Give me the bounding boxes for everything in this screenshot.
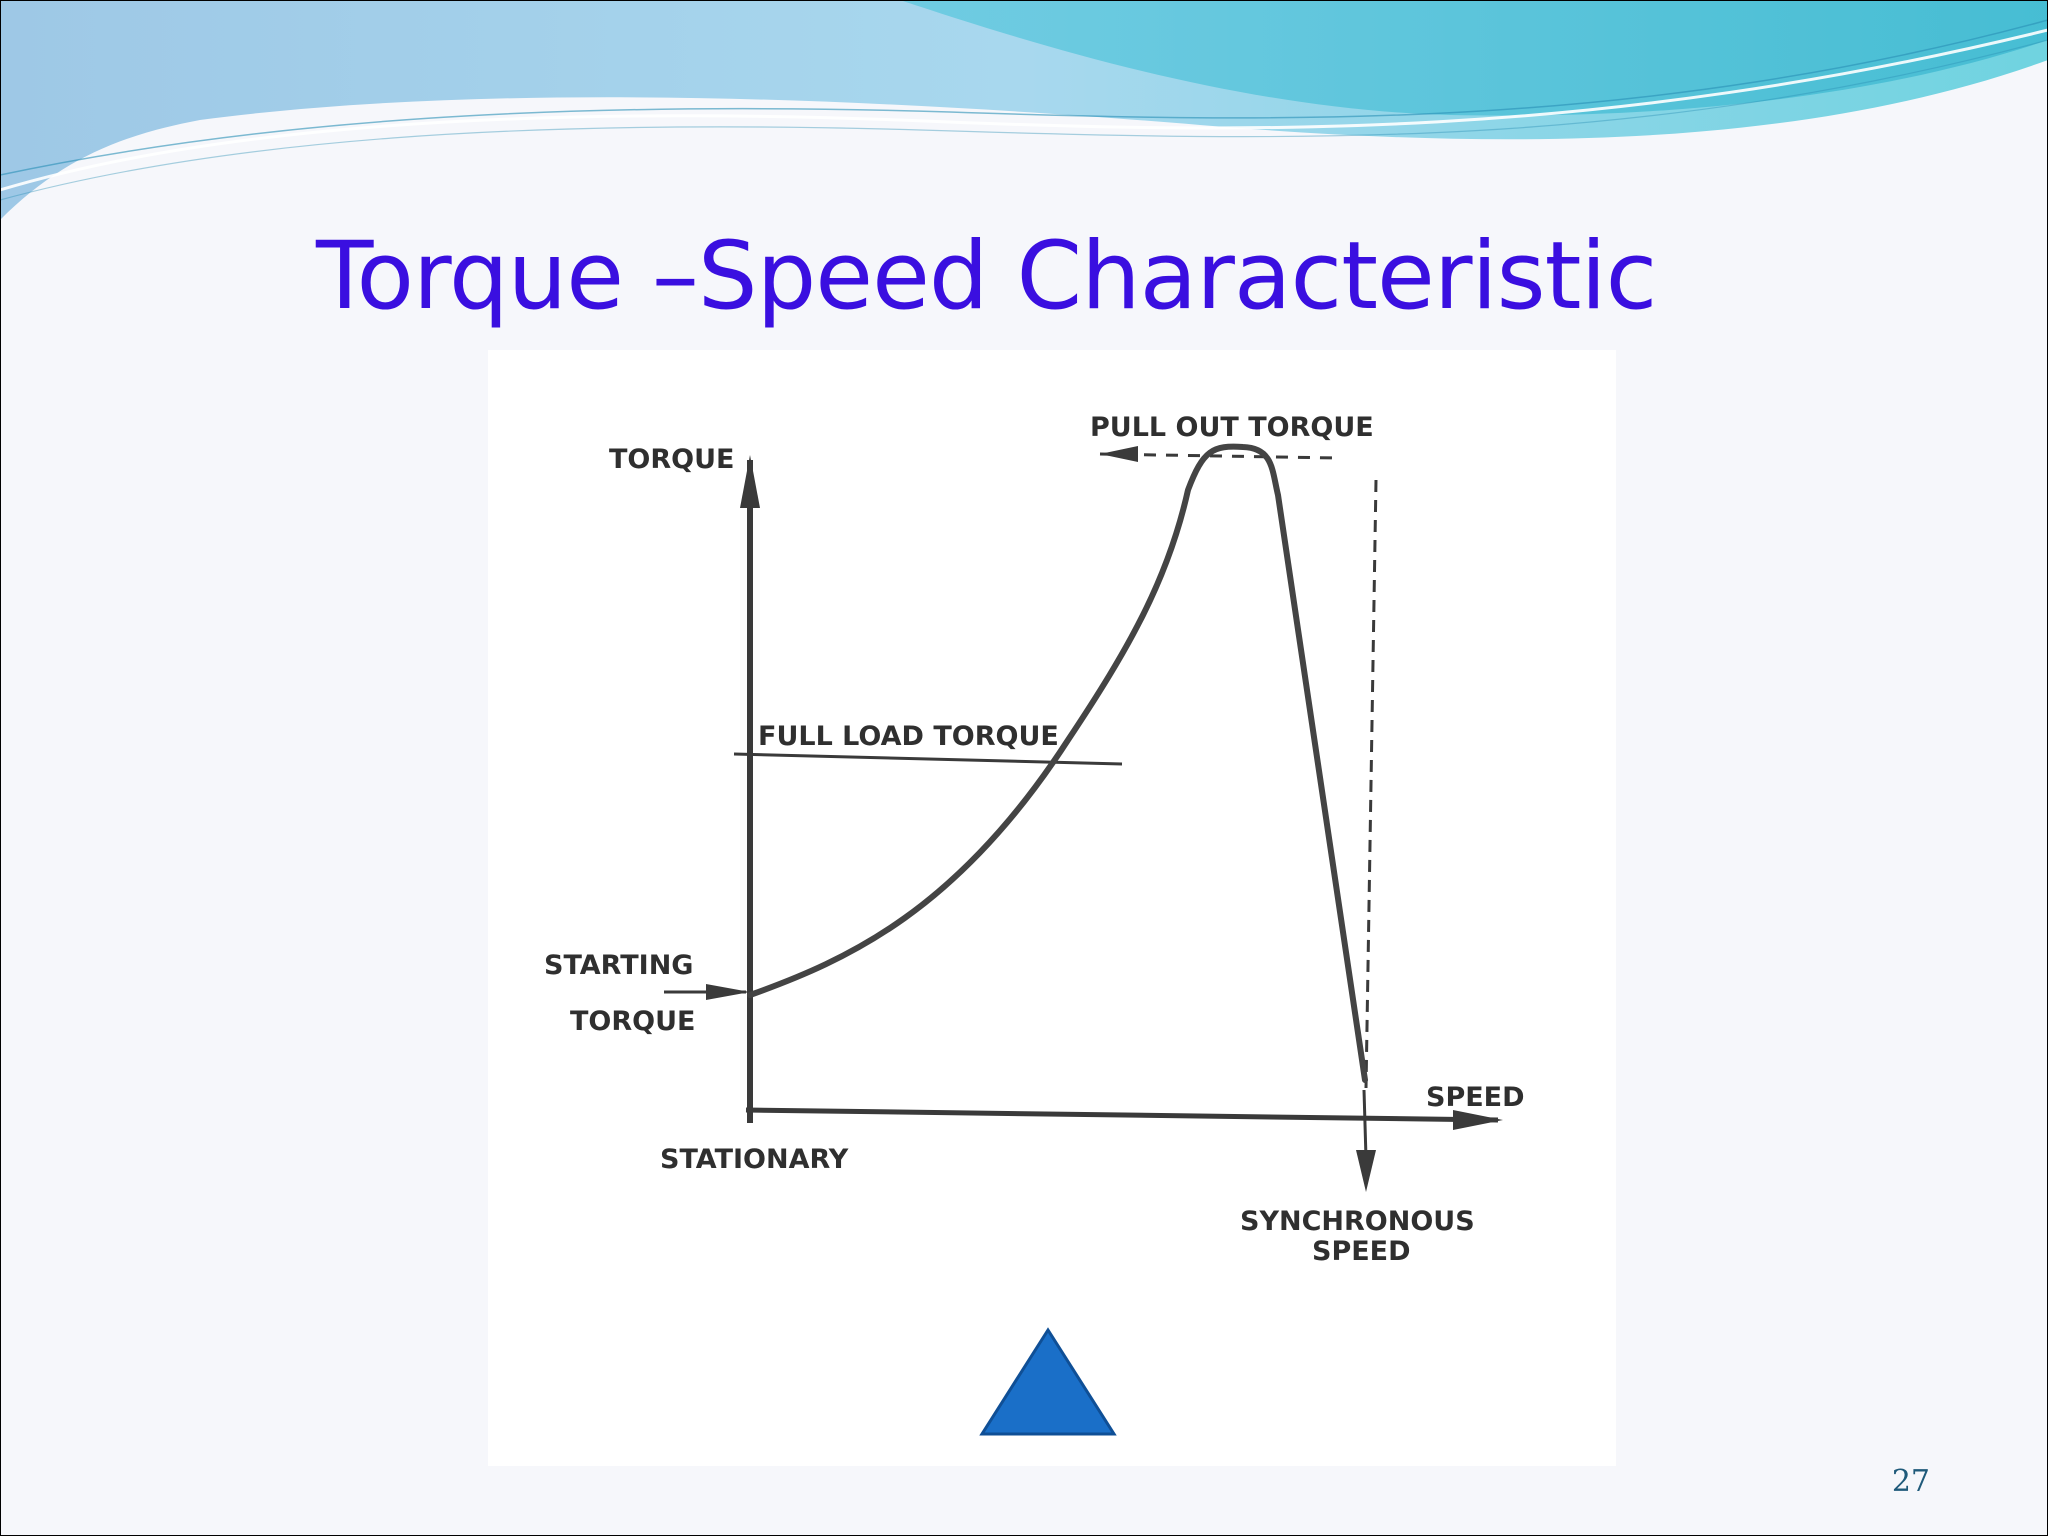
torque-speed-curve — [747, 443, 1368, 1083]
synchronous-speed-arrow-icon — [1356, 1150, 1376, 1192]
slide-title: Torque –Speed Characteristic — [316, 222, 1657, 331]
speed-axis-arrow-icon — [1453, 1110, 1503, 1130]
starting-torque-label-line1: STARTING — [544, 950, 693, 981]
synchronous-speed-dashed-line — [1364, 479, 1378, 1089]
synchronous-speed-label-line1: SYNCHRONOUS — [1240, 1206, 1475, 1237]
speed-axis-label: SPEED — [1426, 1082, 1525, 1113]
page-number: 27 — [1891, 1464, 1930, 1499]
torque-axis-label: TORQUE — [609, 444, 734, 475]
torque-speed-diagram: TORQUE PULL OUT TORQUE FULL LOAD TORQUE … — [544, 412, 1525, 1267]
triangle-up-icon[interactable] — [978, 1326, 1118, 1438]
starting-torque-label-line2: TORQUE — [570, 1006, 695, 1037]
pull-out-torque-label: PULL OUT TORQUE — [1090, 412, 1374, 443]
full-load-torque-label: FULL LOAD TORQUE — [758, 721, 1059, 752]
torque-axis-arrow-icon — [740, 455, 760, 508]
pull-out-torque-dashed-line — [1099, 452, 1339, 460]
synchronous-speed-label-line2: SPEED — [1312, 1236, 1411, 1267]
starting-torque-arrow-icon — [706, 984, 750, 1000]
pull-out-torque-arrow-icon — [1100, 446, 1138, 462]
full-load-torque-line — [733, 752, 1123, 766]
synchronous-speed-marker-line — [1362, 1089, 1368, 1159]
speed-axis — [745, 1107, 1499, 1123]
stationary-label: STATIONARY — [660, 1144, 849, 1175]
header-wave — [0, 0, 2048, 220]
torque-speed-figure: TORQUE PULL OUT TORQUE FULL LOAD TORQUE … — [488, 350, 1616, 1466]
